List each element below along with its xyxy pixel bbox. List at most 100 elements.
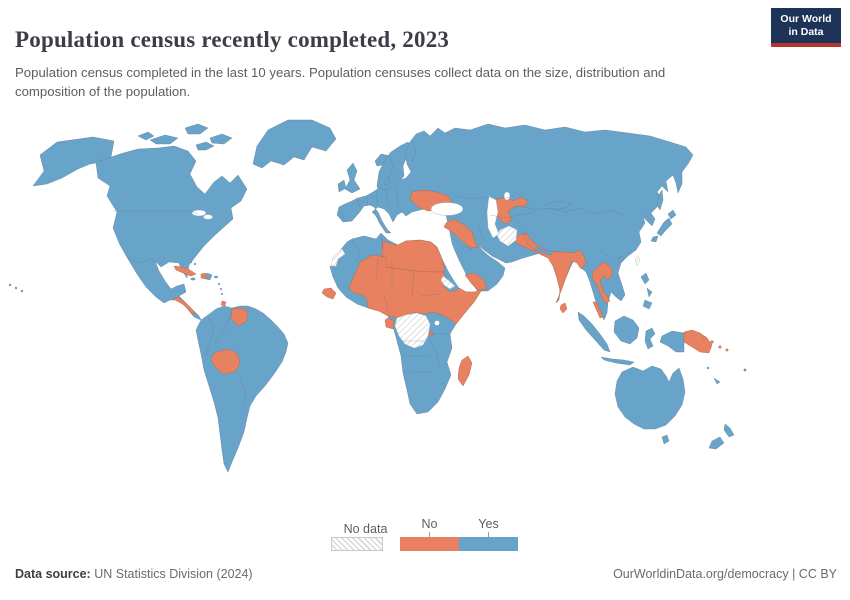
aral-sea (503, 191, 511, 201)
footer-credit-link[interactable]: OurWorldinData.org/democracy | CC BY (613, 567, 837, 581)
border-algeria-libya (380, 235, 385, 263)
border-russia-china (519, 204, 626, 216)
island-bahamas-2[interactable] (193, 262, 197, 266)
country-dominican-republic[interactable] (205, 272, 213, 281)
island-new-zealand-north[interactable] (723, 423, 735, 438)
owid-logo-box: Our World in Data (771, 8, 841, 43)
island-hainan[interactable] (618, 256, 624, 262)
lake-huron-erie (203, 214, 213, 220)
region-thai-peninsula[interactable] (592, 301, 604, 319)
country-yemen[interactable] (464, 272, 488, 291)
region-western-sahara[interactable] (330, 248, 346, 267)
legend-swatch-no-data[interactable] (331, 537, 383, 551)
island-puerto-rico[interactable] (213, 275, 219, 279)
island-new-caledonia[interactable] (713, 377, 721, 385)
island-new-zealand-south[interactable] (708, 436, 725, 450)
island-honshu[interactable] (656, 217, 673, 237)
border-korea (645, 213, 651, 221)
country-ireland[interactable] (337, 179, 347, 193)
island-visayas[interactable] (646, 287, 653, 298)
country-bolivia[interactable] (210, 348, 241, 375)
island-solomon-2[interactable] (718, 345, 722, 349)
landmass-north-america[interactable] (32, 136, 248, 321)
country-papua-new-guinea[interactable] (683, 329, 713, 354)
island-borneo[interactable] (613, 315, 640, 345)
region-thailand-laos[interactable] (591, 261, 614, 304)
island-sumatra[interactable] (577, 311, 611, 353)
island-hawaii-2[interactable] (14, 286, 18, 290)
legend-swatch-yes[interactable] (459, 537, 518, 551)
country-denmark[interactable] (383, 176, 391, 187)
region-libya-egypt[interactable] (380, 239, 445, 273)
region-central-america-no[interactable] (172, 296, 198, 315)
country-trinidad[interactable] (220, 300, 227, 307)
island-fiji[interactable] (743, 368, 747, 372)
island-jamaica[interactable] (190, 277, 196, 281)
legend-item-no[interactable]: No (400, 517, 459, 551)
landmass-arctic-island-small[interactable] (195, 141, 215, 151)
footer-source: Data source: UN Statistics Division (202… (15, 567, 253, 581)
landmass-arctic-island-victoria[interactable] (149, 134, 179, 145)
lake-superior (191, 209, 207, 217)
island-tasmania[interactable] (661, 434, 670, 445)
region-guinea-sierra-leone[interactable] (321, 287, 337, 300)
landmass-arctic-island-ellesmere[interactable] (184, 123, 209, 135)
country-gabon[interactable] (384, 317, 395, 330)
island-sakhalin[interactable] (656, 189, 664, 211)
legend-item-yes[interactable]: Yes (459, 517, 518, 551)
country-cuba[interactable] (173, 265, 197, 277)
island-hawaii-3[interactable] (20, 289, 24, 293)
island-luzon[interactable] (640, 272, 650, 285)
island-sulawesi[interactable] (644, 327, 656, 350)
island-bahamas-1[interactable] (189, 260, 193, 264)
region-new-guinea-west[interactable] (659, 330, 685, 353)
border-chad-sudan (411, 267, 415, 297)
country-australia[interactable] (614, 365, 686, 430)
island-new-britain[interactable] (703, 336, 707, 340)
country-sri-lanka[interactable] (559, 302, 568, 314)
island-kyushu[interactable] (650, 235, 659, 243)
legend-label-no-data: No data (343, 522, 388, 536)
island-antilles-3[interactable] (220, 292, 224, 296)
legend-swatch-no[interactable] (400, 537, 459, 551)
footer-source-value: UN Statistics Division (2024) (90, 567, 253, 581)
country-dr-congo[interactable] (394, 312, 431, 349)
island-hawaii-1[interactable] (8, 283, 12, 287)
country-madagascar[interactable] (457, 355, 473, 387)
border-sudan-ssudan (419, 293, 441, 297)
island-hokkaido[interactable] (667, 209, 677, 220)
legend-label-no: No (421, 517, 438, 531)
legend-item-no-data[interactable]: No data (331, 522, 400, 551)
island-antilles-1[interactable] (217, 282, 221, 286)
landmass-arctic-island-banks[interactable] (137, 131, 155, 141)
island-java[interactable] (600, 356, 635, 366)
region-sahel-horn[interactable] (348, 254, 484, 325)
owid-logo[interactable]: Our World in Data (771, 8, 841, 47)
island-mindanao[interactable] (642, 299, 653, 310)
region-india-bangladesh[interactable] (512, 232, 587, 304)
island-antilles-2[interactable] (219, 287, 223, 291)
island-solomon-3[interactable] (725, 348, 729, 352)
owid-logo-line2: in Data (788, 25, 824, 38)
landmass-arctic-island-baffin[interactable] (209, 133, 233, 145)
owid-logo-red-bar (771, 43, 841, 47)
country-united-kingdom[interactable] (344, 162, 361, 194)
border-nigeria-cameroon (383, 293, 389, 311)
border-europe-2 (365, 195, 369, 207)
country-haiti[interactable] (200, 272, 207, 280)
landmass-south-america[interactable] (195, 305, 289, 473)
island-vanuatu[interactable] (706, 366, 710, 370)
border-europe-1 (355, 196, 361, 208)
island-taiwan[interactable] (634, 255, 641, 267)
country-eritrea[interactable] (440, 275, 456, 290)
region-syria-iraq[interactable] (443, 218, 479, 249)
country-afghanistan[interactable] (496, 225, 518, 247)
country-greenland[interactable] (252, 119, 337, 169)
border-s-america-2 (213, 309, 233, 345)
border-russia-finland (411, 139, 417, 163)
page-subtitle: Population census completed in the last … (15, 65, 666, 100)
island-solomon-1[interactable] (710, 340, 714, 344)
map-legend: No data No Yes (331, 517, 518, 551)
country-guyana[interactable] (230, 307, 249, 327)
border-saudi-iraq (451, 237, 473, 250)
